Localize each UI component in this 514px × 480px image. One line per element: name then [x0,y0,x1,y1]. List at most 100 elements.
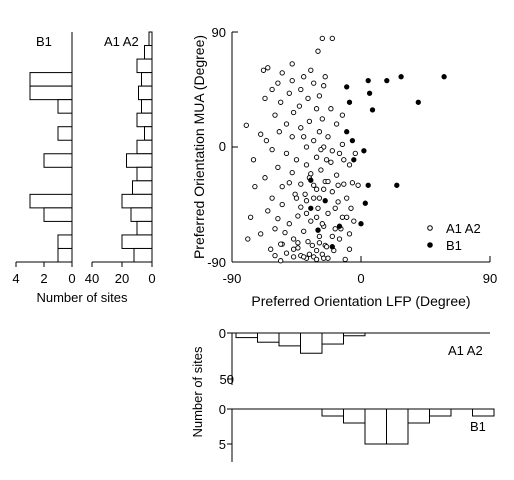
scatter-point-a1a2 [290,109,297,116]
hist-b1-bar [57,234,73,249]
scatter-x-tick-label: 90 [483,271,497,286]
scatter-point-a1a2 [275,164,281,171]
hist-a1a2-bottom-bar [321,332,344,345]
scatter-point-b1 [384,77,390,84]
scatter-point-a1a2 [308,67,314,73]
scatter-point-a1a2 [336,236,343,242]
scatter-point-a1a2 [298,86,304,93]
scatter-point-a1a2 [243,122,249,128]
hist-a1a2-bottom-bars [235,332,366,354]
hist-a1a2-bottom-bar [300,332,323,354]
scatter-point-a1a2 [318,146,324,153]
hist-b1-bottom-panel: 0 5 B1 [219,402,495,462]
scatter-point-a1a2 [333,121,340,127]
scatter-points [243,35,447,264]
scatter-point-a1a2 [289,169,295,176]
scatter-point-a1a2 [316,93,323,99]
scatter-point-a1a2 [258,231,264,237]
scatter-point-a1a2 [301,228,307,234]
scatter-point-a1a2 [335,199,341,205]
scatter-point-a1a2 [269,195,275,201]
hist-b1-bars [29,72,73,263]
scatter-point-a1a2 [313,214,320,220]
hist-b1-panel: B1 4 2 0 [12,32,76,286]
hist-a1a2-left-bars [121,31,153,263]
hist-b1-bottom-bar [343,408,366,424]
legend-filled-circle-marker [427,242,433,248]
scatter-point-a1a2 [272,252,278,259]
scatter-point-a1a2 [308,171,314,177]
scatter-point-a1a2 [316,233,323,240]
scatter-point-a1a2 [319,35,325,42]
scatter-point-a1a2 [323,244,330,250]
scatter-point-a1a2 [289,61,295,67]
hist-b1-bottom-tick-label: 5 [219,437,226,452]
scatter-point-a1a2 [342,256,348,263]
scatter-point-a1a2 [295,245,301,251]
scatter-point-a1a2 [329,189,335,195]
hist-a1a2-bottom-bar [343,332,366,337]
scatter-point-a1a2 [302,191,308,197]
scatter-point-b1 [366,90,373,96]
scatter-point-b1 [308,205,314,211]
hist-a1a2-bottom-tick-label: 0 [219,326,226,341]
hist-b1-bottom-bar [321,408,344,417]
scatter-point-a1a2 [352,150,358,157]
scatter-y-tick-label: 90 [212,25,226,40]
hist-b1-tick-label: 0 [68,271,75,286]
scatter-point-a1a2 [272,226,278,232]
hist-a1a2-left-bar [148,31,153,47]
scatter-point-a1a2 [275,215,281,222]
scatter-point-a1a2 [295,213,301,219]
scatter-point-a1a2 [301,254,307,260]
scatter-point-a1a2 [303,144,310,150]
scatter-point-a1a2 [318,167,324,173]
scatter-point-a1a2 [346,231,353,237]
scatter-point-a1a2 [262,175,268,181]
scatter-point-a1a2 [306,118,313,125]
scatter-point-b1 [344,84,350,90]
scatter-point-a1a2 [325,134,331,140]
hist-b1-bar [57,247,73,263]
scatter-point-b1 [315,227,321,233]
scatter-point-a1a2 [336,150,343,157]
scatter-point-a1a2 [325,178,331,185]
left-hist-x-axis-label: Number of sites [36,290,128,305]
scatter-point-a1a2 [323,157,330,163]
scatter-point-b1 [415,99,421,105]
scatter-point-a1a2 [279,201,285,208]
scatter-point-a1a2 [328,159,334,165]
scatter-y-axis-label: Preferred Orientation MUA (Degree) [191,35,207,259]
hist-a1a2-left-bar [136,166,153,182]
hist-a1a2-left-bar [141,72,153,87]
hist-b1-bottom-label: B1 [470,419,486,434]
scatter-point-a1a2 [278,99,284,105]
scatter-point-b1 [398,74,404,80]
scatter-point-a1a2 [319,116,325,122]
scatter-point-a1a2 [313,154,320,160]
scatter-point-a1a2 [290,236,297,242]
scatter-point-a1a2 [290,246,297,252]
hist-a1a2-left-bar [144,126,153,141]
scatter-point-a1a2 [286,90,292,96]
hist-a1a2-left-bar [136,112,153,128]
hist-a1a2-bottom-bar [278,332,301,347]
scatter-point-a1a2 [315,48,321,54]
scatter-point-b1 [358,221,364,227]
scatter-point-b1 [362,200,368,206]
hist-a1a2-left-bar [136,220,153,236]
scatter-point-b1 [394,182,400,188]
scatter-point-a1a2 [315,205,321,211]
hist-b1-bottom-bar [386,408,409,445]
scatter-point-a1a2 [329,148,335,154]
hist-a1a2-left-label: A1 A2 [104,34,139,49]
scatter-point-b1 [329,244,335,250]
scatter-point-a1a2 [305,238,311,245]
scatter-point-b1 [365,182,371,188]
scatter-point-a1a2 [313,256,320,263]
hist-b1-bottom-tick-label: 0 [219,402,226,417]
scatter-point-b1 [336,223,343,229]
hist-b1-bottom-bar [407,408,430,424]
hist-b1-tick-label: 4 [12,271,19,286]
hist-a1a2-bottom-panel: 0 50 A1 A2 [219,326,490,387]
